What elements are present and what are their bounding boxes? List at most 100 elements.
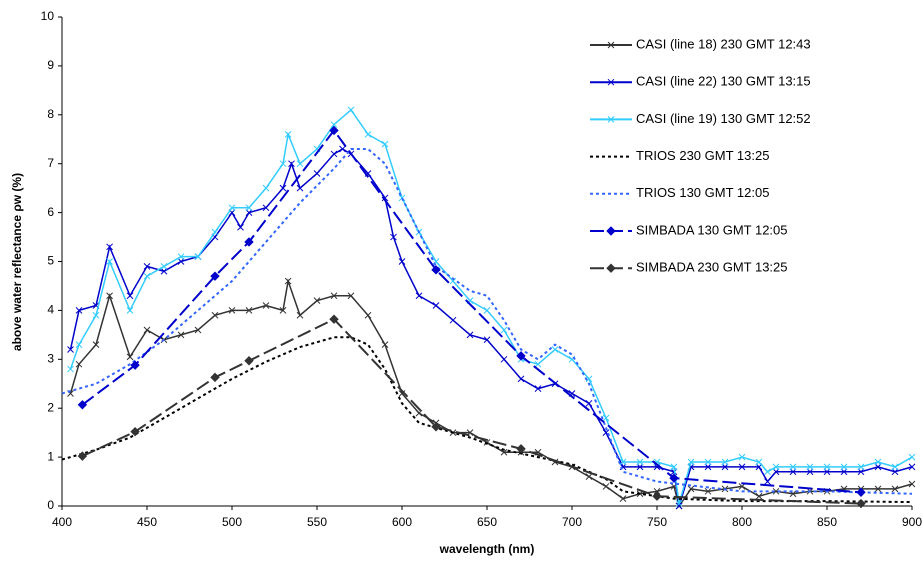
- legend-label: SIMBADA 130 GMT 12:05: [636, 222, 788, 237]
- marker: [891, 463, 899, 471]
- marker: [126, 292, 134, 300]
- marker: [602, 414, 610, 422]
- marker: [130, 360, 140, 370]
- marker: [330, 150, 338, 158]
- legend-marker: [607, 78, 615, 86]
- marker: [789, 463, 797, 471]
- marker: [500, 448, 508, 456]
- legend-marker: [607, 41, 615, 49]
- y-tick-label: 9: [47, 58, 54, 72]
- marker: [619, 495, 627, 503]
- marker: [398, 258, 406, 265]
- y-tick-label: 2: [47, 400, 54, 414]
- marker: [177, 331, 185, 339]
- marker: [500, 326, 508, 334]
- y-tick-label: 7: [47, 156, 54, 170]
- marker: [126, 307, 134, 314]
- marker: [874, 463, 882, 471]
- marker: [364, 131, 372, 138]
- marker: [177, 258, 185, 265]
- marker: [602, 483, 610, 490]
- marker: [585, 399, 593, 407]
- marker: [194, 326, 202, 334]
- marker: [398, 390, 406, 397]
- x-tick-label: 650: [477, 515, 497, 529]
- marker: [279, 307, 287, 314]
- x-tick-label: 700: [562, 515, 582, 529]
- marker: [347, 106, 355, 114]
- marker: [126, 353, 134, 361]
- marker: [296, 311, 304, 319]
- marker: [262, 204, 270, 212]
- marker: [636, 458, 644, 466]
- marker: [432, 302, 440, 309]
- x-tick-label: 400: [52, 515, 72, 529]
- marker: [106, 292, 113, 300]
- marker: [329, 125, 339, 136]
- marker: [908, 480, 916, 488]
- y-tick-label: 0: [47, 498, 54, 512]
- marker: [856, 487, 866, 498]
- marker: [823, 463, 831, 471]
- marker: [245, 204, 253, 212]
- marker: [330, 292, 338, 300]
- marker: [381, 140, 389, 148]
- series-line: [61, 336, 913, 504]
- marker: [636, 463, 644, 471]
- marker: [738, 453, 746, 461]
- marker: [262, 302, 270, 309]
- marker: [675, 500, 683, 507]
- legend-label: TRIOS 130 GMT 12:05: [636, 185, 769, 200]
- legend-marker: [606, 226, 616, 236]
- marker: [390, 233, 397, 241]
- marker: [534, 385, 542, 392]
- marker: [329, 314, 339, 324]
- marker: [483, 336, 491, 344]
- marker: [874, 458, 882, 466]
- marker: [704, 458, 712, 466]
- marker: [675, 502, 683, 510]
- marker: [130, 426, 140, 437]
- marker: [143, 272, 151, 280]
- x-axis-label: wavelength (nm): [439, 542, 535, 556]
- marker: [431, 422, 441, 432]
- marker: [160, 267, 168, 275]
- x-tick-label: 550: [307, 515, 327, 529]
- marker: [516, 444, 526, 454]
- marker: [347, 292, 355, 300]
- y-tick-label: 4: [47, 303, 54, 317]
- marker: [431, 265, 441, 275]
- marker: [806, 468, 814, 476]
- x-tick-label: 850: [817, 515, 837, 529]
- marker: [721, 458, 729, 466]
- marker: [67, 365, 74, 373]
- marker: [296, 184, 304, 192]
- marker: [772, 468, 780, 476]
- legend-label: CASI (line 22) 130 GMT 13:15: [636, 74, 811, 89]
- y-tick-label: 6: [47, 205, 54, 219]
- y-tick-label: 1: [47, 449, 54, 463]
- marker: [840, 463, 848, 471]
- marker: [143, 326, 151, 334]
- marker: [415, 292, 423, 300]
- marker: [330, 121, 338, 128]
- marker: [653, 487, 661, 495]
- marker: [160, 263, 168, 270]
- marker: [245, 307, 253, 314]
- marker: [721, 463, 729, 471]
- marker: [908, 463, 916, 471]
- marker: [764, 468, 771, 476]
- legend-marker: [606, 263, 616, 273]
- marker: [244, 356, 254, 366]
- marker: [284, 277, 292, 285]
- y-tick-label: 3: [47, 351, 54, 365]
- marker: [585, 375, 593, 383]
- marker: [466, 331, 474, 339]
- marker: [738, 463, 746, 471]
- marker: [738, 483, 746, 490]
- marker: [874, 485, 882, 493]
- marker: [857, 468, 865, 476]
- marker: [500, 355, 508, 363]
- marker: [415, 409, 423, 417]
